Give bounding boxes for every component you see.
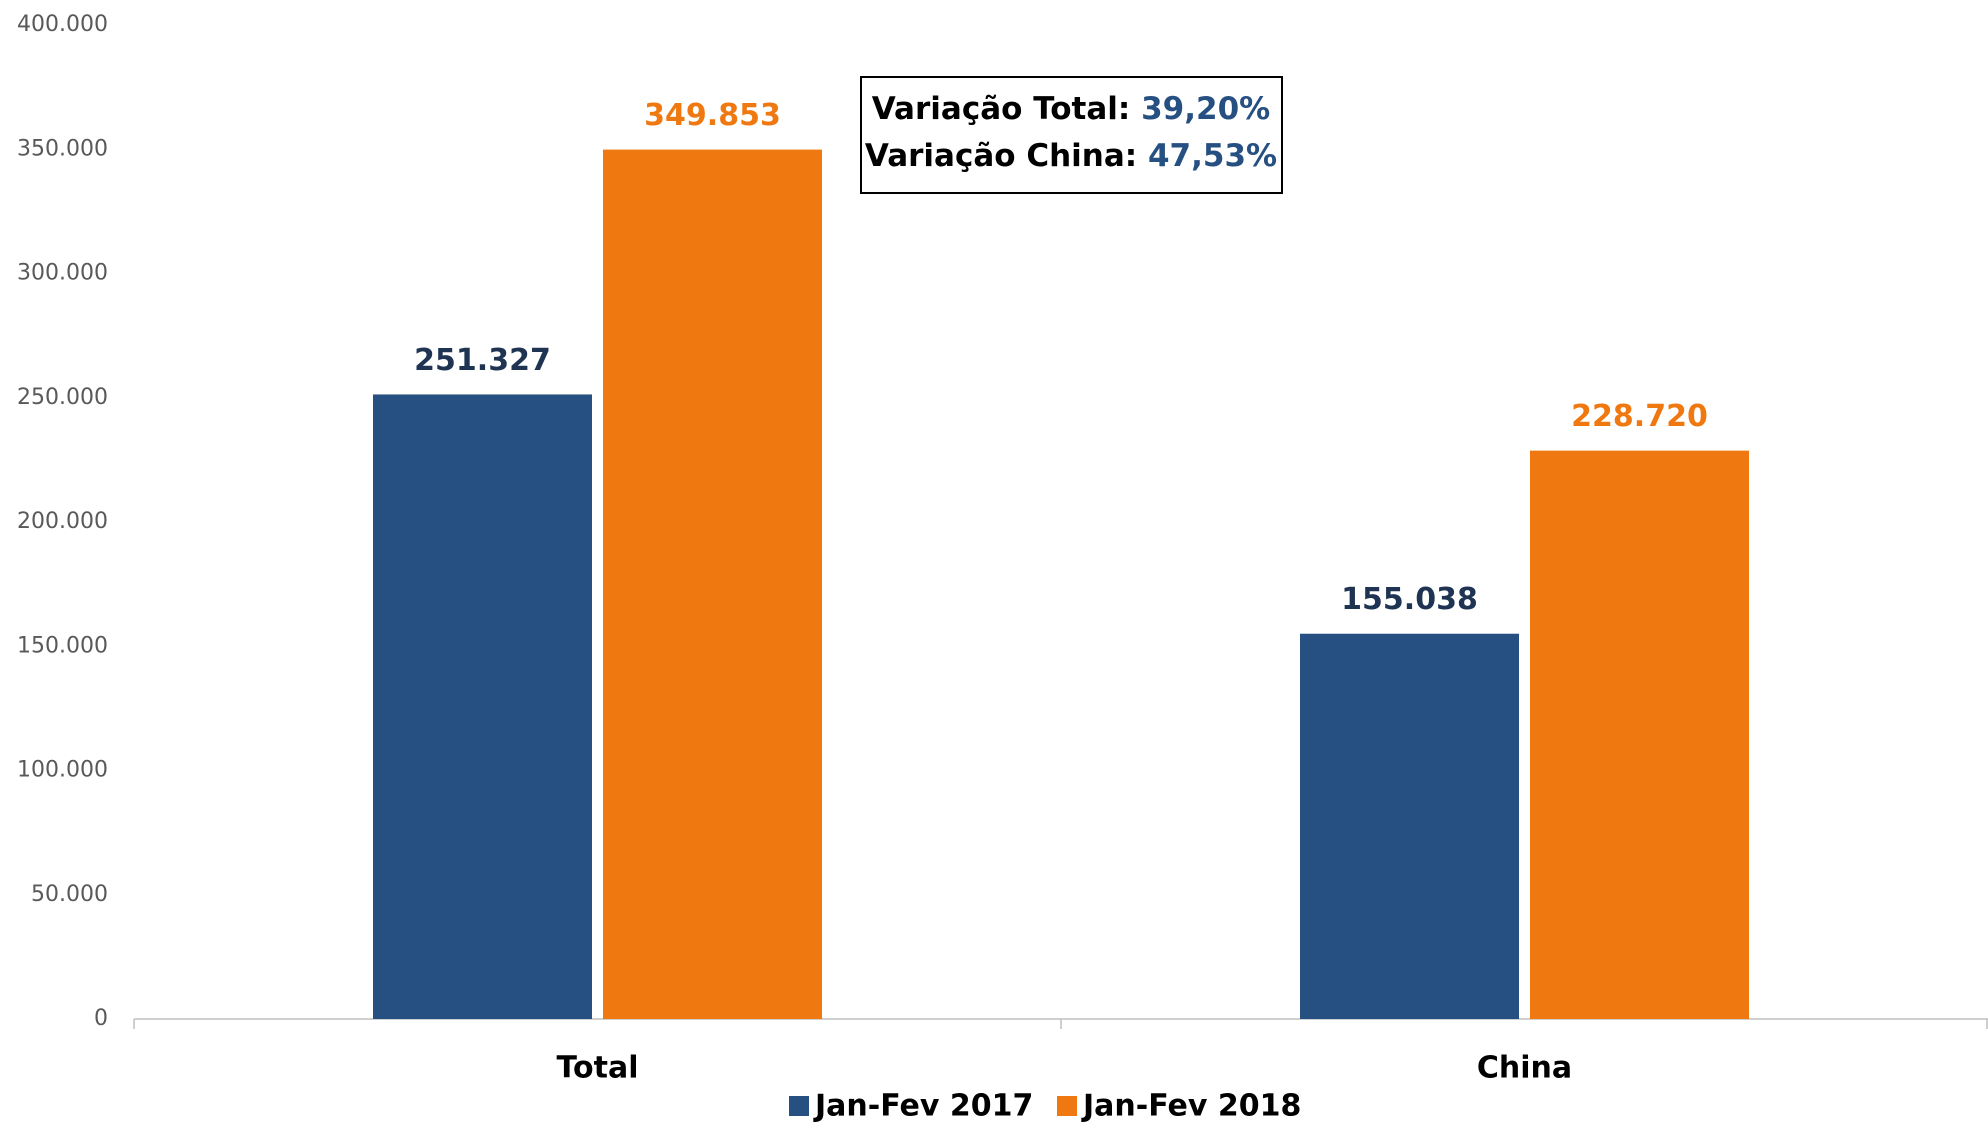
bar [1530,450,1749,1019]
data-label: 228.720 [1571,399,1708,434]
bar [603,149,822,1019]
legend-swatch [789,1096,809,1116]
y-tick-label: 300.000 [17,261,108,286]
annotation-label: Variação Total: [872,91,1131,127]
annotation-value: 47,53% [1148,138,1277,174]
bar [1300,633,1519,1019]
y-tick-label: 250.000 [17,385,108,410]
y-tick-label: 100.000 [17,758,108,783]
legend-label: Jan-Fev 2017 [813,1089,1033,1123]
bar [373,394,592,1019]
y-tick-label: 150.000 [17,633,108,658]
annotation-label: Variação China: [865,138,1137,174]
annotation-box [860,76,1283,194]
legend-label: Jan-Fev 2018 [1081,1089,1301,1123]
y-tick-label: 400.000 [17,12,108,37]
data-label: 251.327 [414,343,551,378]
y-tick-label: 0 [94,1006,108,1031]
y-tick-label: 50.000 [31,882,108,907]
annotation-value: 39,20% [1141,91,1270,127]
y-tick-label: 200.000 [17,509,108,534]
data-label: 349.853 [644,98,781,133]
data-label: 155.038 [1341,582,1478,617]
annotation: Variação China: 47,53% [865,138,1277,174]
annotation: Variação Total: 39,20% [872,91,1270,127]
legend-swatch [1057,1096,1077,1116]
x-tick-label: Total [557,1051,639,1086]
x-tick-label: China [1477,1051,1572,1086]
y-tick-label: 350.000 [17,136,108,161]
